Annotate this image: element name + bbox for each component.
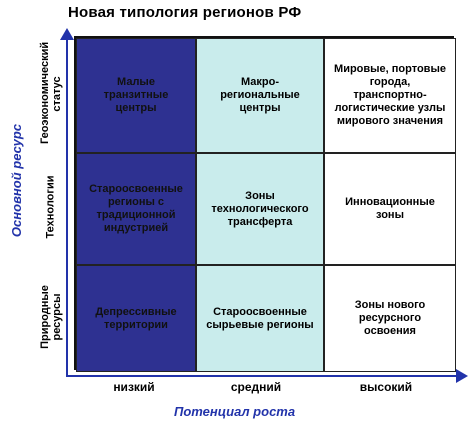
- row-label-tech-text: Технологии: [45, 175, 57, 239]
- cell-r3-c3: Зоны нового ресурсного освоения: [324, 265, 456, 372]
- cell-r1-c1: Малые транзитные центры: [76, 38, 196, 153]
- typology-grid: Малые транзитные центры Макро-региональн…: [74, 36, 456, 372]
- cell-r3-c1: Депрессивные территории: [76, 265, 196, 372]
- y-axis-title: Основной ресурс: [4, 70, 30, 290]
- cell-r2-c3: Инновационные зоны: [324, 153, 456, 265]
- col-label-mid: средний: [230, 380, 282, 394]
- x-axis-title: Потенциал роста: [174, 404, 296, 419]
- col-label-high: высокий: [359, 380, 413, 394]
- row-label-geo-text: Геоэкономический статус: [39, 41, 63, 144]
- y-axis-title-text: Основной ресурс: [9, 123, 25, 237]
- y-axis-line: [66, 38, 68, 377]
- x-axis-line: [66, 375, 460, 377]
- page-title: Новая типология регионов РФ: [68, 4, 302, 21]
- y-axis-arrow-icon: [60, 28, 74, 40]
- cell-r1-c3: Мировые, портовые города, транспортно-ло…: [324, 38, 456, 153]
- col-label-low: низкий: [113, 380, 155, 394]
- cell-r2-c1: Староосвоенные регионы с традиционной ин…: [76, 153, 196, 265]
- cell-r3-c2: Староосвоенные сырьевые регионы: [196, 265, 324, 372]
- cell-r1-c2: Макро-региональные центры: [196, 38, 324, 153]
- row-label-resources-text: Природные ресурсы: [39, 284, 64, 349]
- cell-r2-c2: Зоны технологического трансферта: [196, 153, 324, 265]
- x-axis-arrow-icon: [456, 369, 468, 383]
